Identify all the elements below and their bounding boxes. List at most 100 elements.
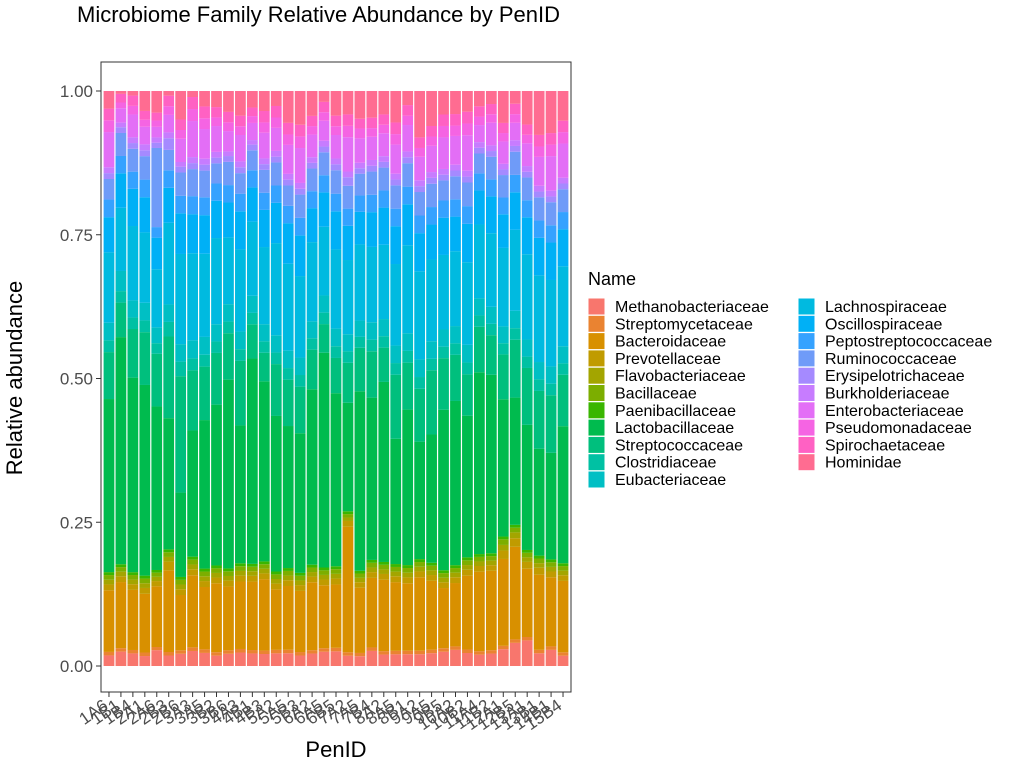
bar-segment — [342, 652, 354, 656]
bar-segment — [402, 333, 414, 351]
bar-segment — [402, 583, 414, 651]
legend-item: Clostridiaceae — [587, 453, 716, 472]
bar-segment — [485, 151, 497, 157]
bar-segment — [402, 362, 414, 410]
bar-segment — [342, 137, 354, 172]
bar-segment — [521, 640, 533, 666]
bar-segment — [462, 565, 473, 570]
bar-segment — [438, 409, 449, 571]
bar-segment — [211, 126, 222, 152]
bar-segment — [199, 91, 210, 107]
bar-segment — [414, 559, 426, 563]
bar-segment — [390, 363, 402, 375]
bar-segment — [115, 651, 127, 667]
bar-segment — [474, 106, 485, 117]
bar-segment — [246, 324, 258, 359]
bar-segment — [533, 134, 545, 147]
bar-segment — [270, 364, 282, 416]
bar-segment — [235, 570, 246, 576]
bar-segment — [474, 554, 485, 557]
bar-segment — [414, 192, 426, 216]
bar-segment — [294, 652, 306, 656]
bar-segment — [450, 125, 461, 136]
legend-label: Spirochaetaceae — [825, 437, 945, 454]
bar-segment — [115, 564, 127, 568]
bar-segment — [521, 557, 533, 562]
bar-segment — [199, 164, 210, 171]
bar-segment — [426, 224, 437, 260]
bar-segment — [115, 207, 127, 271]
bar-segment — [115, 108, 127, 123]
bar-segment — [462, 362, 473, 375]
bar-segment — [258, 91, 270, 111]
bar-segment — [294, 276, 306, 358]
bar-segment — [103, 252, 115, 323]
bar-segment — [366, 397, 378, 560]
legend-item: Prevotellaceae — [587, 349, 721, 368]
legend-label: Peptostreptococcaceae — [825, 334, 992, 351]
bar-segment — [485, 553, 497, 557]
bar-segment — [354, 168, 366, 174]
bar-segment — [246, 150, 258, 171]
bar-segment — [390, 122, 402, 135]
bar-segment — [485, 122, 497, 146]
bar-segment — [139, 593, 151, 653]
bar-segment — [235, 331, 246, 350]
bar-segment — [306, 208, 318, 243]
bar-segment — [294, 585, 306, 591]
bar-segment — [115, 291, 127, 303]
bar-segment — [151, 112, 163, 121]
bar-segment — [163, 138, 175, 150]
bar-segment — [378, 156, 390, 162]
bar-segment — [270, 91, 282, 106]
bar-segment — [390, 91, 402, 123]
bar-segment — [103, 217, 115, 253]
bar-segment — [103, 579, 115, 585]
bar-segment — [235, 648, 246, 653]
bar-segment — [402, 105, 414, 116]
bar-segment — [354, 573, 366, 578]
bar-segment — [318, 579, 330, 586]
bar-segment — [151, 327, 163, 344]
bar-segment — [223, 237, 234, 305]
bar-segment — [330, 115, 342, 127]
bar-segment — [127, 317, 139, 330]
bar-segment — [509, 192, 521, 230]
bar-segment — [139, 144, 151, 151]
legend-label: Oscillospiraceae — [825, 316, 942, 333]
bar-segment — [270, 156, 282, 163]
bar-segment — [270, 352, 282, 365]
bar-segment — [462, 415, 473, 558]
bar-segment — [426, 570, 437, 576]
bar-segment — [246, 144, 258, 151]
bar-segment — [450, 400, 461, 566]
bar-segment — [258, 579, 270, 651]
legend-item: Lactobacillaceae — [587, 418, 734, 437]
bar-segment — [474, 224, 485, 299]
bar-segment — [127, 649, 139, 654]
legend-label: Clostridiaceae — [615, 455, 716, 472]
bar-segment — [330, 393, 342, 567]
bar-segment — [187, 650, 198, 666]
legend-item: Peptostreptococcaceae — [797, 332, 992, 351]
bar-segment — [402, 577, 414, 584]
bar-segment — [533, 156, 545, 186]
bar-segment — [426, 649, 437, 654]
bar-segment — [545, 383, 557, 396]
bar-segment — [450, 646, 461, 650]
bar-segment — [223, 379, 234, 569]
bar-segment — [115, 576, 127, 583]
bar-segment — [521, 134, 533, 144]
bar-segment — [462, 111, 473, 124]
bar-segment — [127, 653, 139, 666]
bar-segment — [163, 187, 175, 223]
bar-segment — [450, 577, 461, 584]
bar-segment — [175, 91, 187, 120]
bar-segment — [462, 649, 473, 654]
bar-segment — [235, 563, 246, 567]
bar-segment — [223, 653, 234, 666]
bar-segment — [557, 183, 569, 190]
bar-segment — [485, 196, 497, 234]
bar-segment — [139, 91, 151, 111]
bar-segment — [438, 358, 449, 410]
